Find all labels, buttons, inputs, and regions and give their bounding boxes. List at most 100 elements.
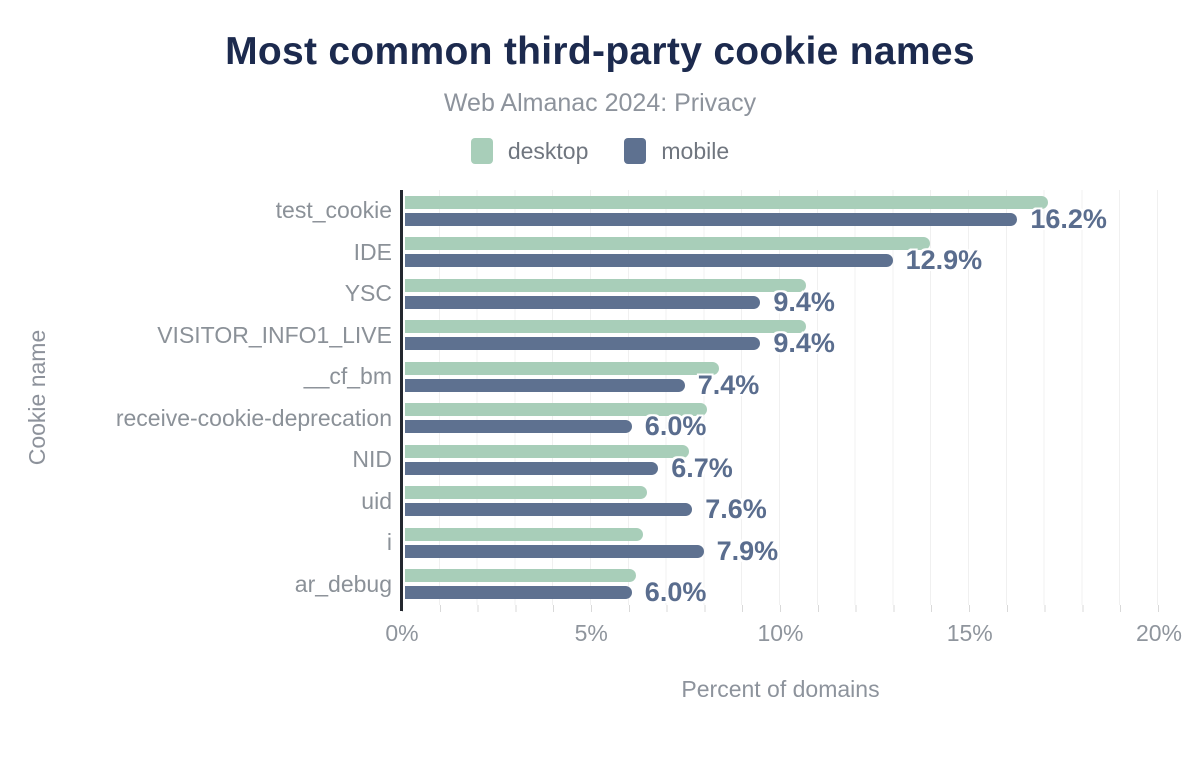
mobile-bar-line: 7.4%	[405, 371, 1161, 398]
mobile-bar	[405, 461, 659, 475]
mobile-legend-label: mobile	[661, 138, 730, 164]
category-label: test_cookie	[275, 197, 392, 224]
mobile-bar	[405, 295, 761, 309]
mobile-bar-line: 6.0%	[405, 413, 1161, 440]
x-axis-title: Percent of domains	[681, 676, 880, 702]
value-label: 6.0%	[644, 411, 707, 442]
category-label: uid	[361, 487, 392, 514]
desktop-bar-line	[405, 403, 1161, 417]
desktop-bar-line	[405, 278, 1161, 292]
bar-group: 9.4%	[405, 273, 1161, 315]
desktop-bar-line	[405, 195, 1161, 209]
mobile-bar	[405, 503, 693, 517]
desktop-bar	[405, 237, 931, 251]
mobile-bar	[405, 212, 1018, 226]
mobile-bar	[405, 544, 704, 558]
value-label: 7.9%	[716, 535, 779, 566]
x-tick-label: 15%	[946, 620, 993, 646]
mobile-bar-line: 6.0%	[405, 579, 1161, 606]
desktop-legend-label: desktop	[507, 138, 589, 164]
value-label: 12.9%	[905, 245, 983, 276]
category-label: VISITOR_INFO1_LIVE	[157, 321, 392, 348]
mobile-legend-swatch	[624, 138, 647, 164]
desktop-bar-line	[405, 361, 1161, 375]
x-tick-labels: 0% 5% 10% 15% 20%	[385, 620, 1182, 648]
chart-row: i 7.9%	[60, 522, 1158, 564]
plot-area: test_cookie 16.2% IDE 12.9% YSC 9.4% VISITOR_I…	[60, 190, 1161, 611]
bar-chart: Cookie name test_cookie 16.2% IDE 12.9% YSC 9…	[0, 190, 1200, 703]
desktop-bar	[405, 527, 644, 541]
mobile-bar	[405, 586, 632, 600]
value-label: 16.2%	[1030, 203, 1107, 234]
mobile-bar	[405, 420, 632, 434]
category-label: YSC	[344, 280, 392, 307]
chart-row: __cf_bm 7.4%	[60, 356, 1158, 398]
legend-item-desktop: desktop	[470, 138, 589, 164]
desktop-bar	[405, 361, 719, 375]
mobile-bar-line: 9.4%	[405, 288, 1161, 315]
mobile-bar-line: 16.2%	[405, 205, 1161, 232]
mobile-bar	[405, 337, 761, 351]
page-title: Most common third-party cookie names	[225, 30, 975, 73]
chart-row: test_cookie 16.2%	[60, 190, 1158, 232]
chart-legend: desktop mobile	[0, 138, 1200, 164]
desktop-bar-line	[405, 320, 1161, 334]
mobile-bar-line: 9.4%	[405, 330, 1161, 357]
bar-group: 7.4%	[405, 356, 1161, 398]
mobile-bar-line: 6.7%	[405, 454, 1161, 481]
bar-group: 7.9%	[405, 522, 1161, 564]
y-axis-title: Cookie name	[24, 329, 50, 466]
chart-row: VISITOR_INFO1_LIVE 9.4%	[60, 315, 1158, 357]
value-label: 6.7%	[671, 452, 733, 483]
desktop-bar	[405, 195, 1048, 209]
category-label: __cf_bm	[303, 363, 392, 390]
desktop-bar-line	[405, 527, 1161, 541]
mobile-bar	[405, 378, 685, 392]
legend-item-mobile: mobile	[624, 138, 729, 164]
chart-row: YSC 9.4%	[60, 273, 1158, 315]
desktop-legend-swatch	[470, 138, 493, 164]
value-label: 6.0%	[644, 577, 707, 608]
x-tick-label: 10%	[757, 620, 804, 646]
x-tick-label: 20%	[1135, 620, 1183, 646]
bar-group: 6.7%	[405, 439, 1161, 481]
value-label: 7.4%	[697, 369, 760, 400]
chart-row: uid 7.6%	[60, 481, 1158, 523]
y-axis-line	[400, 190, 403, 611]
desktop-bar-line	[405, 569, 1161, 583]
chart-row: ar_debug 6.0%	[60, 564, 1158, 606]
bar-group: 9.4%	[405, 315, 1161, 357]
mobile-bar-line: 7.6%	[405, 496, 1161, 523]
chart-row: IDE 12.9%	[60, 232, 1158, 274]
x-axis-ticks	[402, 605, 1159, 612]
category-label: NID	[352, 446, 392, 473]
desktop-bar-line	[405, 444, 1161, 458]
bar-group: 6.0%	[405, 564, 1161, 606]
category-label: i	[386, 529, 392, 556]
desktop-bar	[405, 320, 806, 334]
desktop-bar	[405, 569, 636, 583]
desktop-bar-line	[405, 486, 1161, 500]
mobile-bar-line: 12.9%	[405, 247, 1161, 274]
mobile-bar-line: 7.9%	[405, 537, 1161, 564]
chart-subtitle: Web Almanac 2024: Privacy	[443, 89, 757, 117]
desktop-bar	[405, 486, 647, 500]
chart-row: receive-cookie-deprecation 6.0%	[60, 398, 1158, 440]
value-label: 9.4%	[773, 328, 835, 359]
value-label: 9.4%	[773, 286, 835, 317]
desktop-bar	[405, 278, 806, 292]
category-label: ar_debug	[294, 570, 392, 597]
desktop-bar	[405, 403, 708, 417]
bar-group: 6.0%	[405, 398, 1161, 440]
mobile-bar	[405, 254, 893, 268]
x-tick-label: 0%	[385, 620, 419, 646]
category-label: IDE	[353, 238, 392, 265]
bar-group: 7.6%	[405, 481, 1161, 523]
plot-rows: test_cookie 16.2% IDE 12.9% YSC 9.4% VISITOR_I…	[60, 190, 1161, 606]
x-tick-label: 5%	[574, 620, 608, 646]
value-label: 7.6%	[705, 494, 767, 525]
desktop-bar-line	[405, 237, 1161, 251]
desktop-bar	[405, 444, 689, 458]
bar-group: 16.2%	[405, 190, 1161, 232]
bar-group: 12.9%	[405, 232, 1161, 274]
